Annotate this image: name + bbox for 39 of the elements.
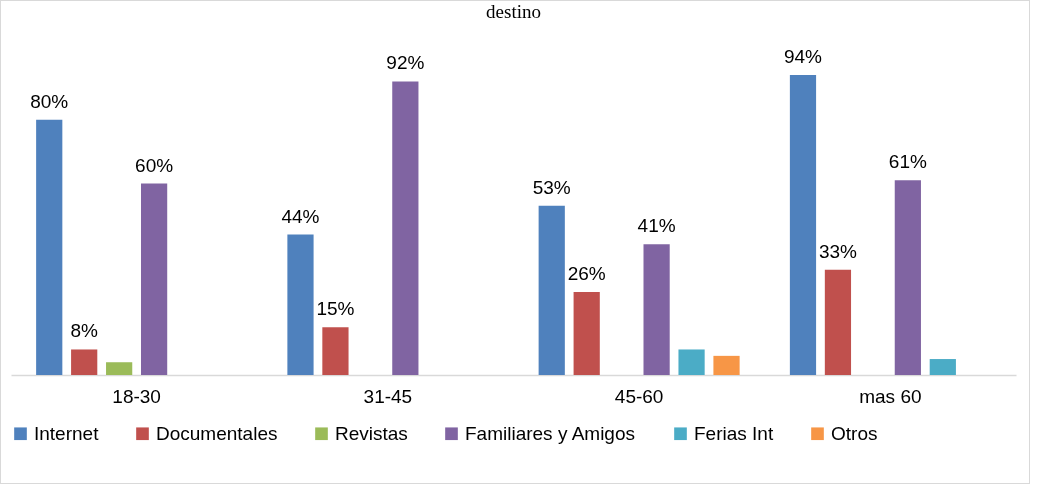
data-label: 15%: [316, 298, 355, 320]
legend-label: Otros: [831, 422, 878, 444]
data-label: 53%: [532, 176, 571, 198]
data-label: 94%: [783, 46, 823, 67]
data-label: 33%: [818, 240, 858, 262]
bar: [36, 119, 63, 375]
chart-title: destino: [486, 1, 541, 22]
data-label: 26%: [567, 263, 606, 285]
bar: [392, 81, 419, 375]
data-label: 80%: [30, 90, 69, 112]
x-tick-label: 45-60: [614, 385, 664, 407]
bar: [643, 244, 670, 375]
bar: [538, 205, 565, 375]
bar: [287, 234, 314, 375]
data-label: 8%: [70, 320, 99, 342]
x-tick-label: 31-45: [363, 385, 413, 407]
legend-label: Familiares y Amigos: [465, 422, 635, 444]
bar: [789, 75, 817, 375]
legend-label: Revistas: [335, 422, 408, 444]
data-label: 60%: [135, 154, 174, 176]
bar: [824, 269, 852, 375]
legend-label: Documentales: [156, 422, 278, 444]
x-tick-label: 18-30: [112, 385, 161, 407]
bar: [713, 355, 740, 375]
legend-label: Internet: [34, 422, 100, 444]
bar: [106, 362, 133, 375]
bar: [71, 349, 98, 375]
bar: [573, 292, 600, 375]
bar: [322, 327, 349, 375]
legend-label: Ferias Int: [694, 422, 774, 444]
data-label: 61%: [888, 151, 927, 173]
bar: [140, 183, 168, 375]
data-label: 44%: [281, 205, 320, 227]
bar: [678, 349, 705, 375]
bar: [894, 180, 921, 375]
bar: [929, 359, 956, 375]
data-label: 41%: [637, 215, 676, 237]
x-tick-label: mas 60: [859, 385, 922, 407]
data-label: 92%: [386, 52, 425, 74]
